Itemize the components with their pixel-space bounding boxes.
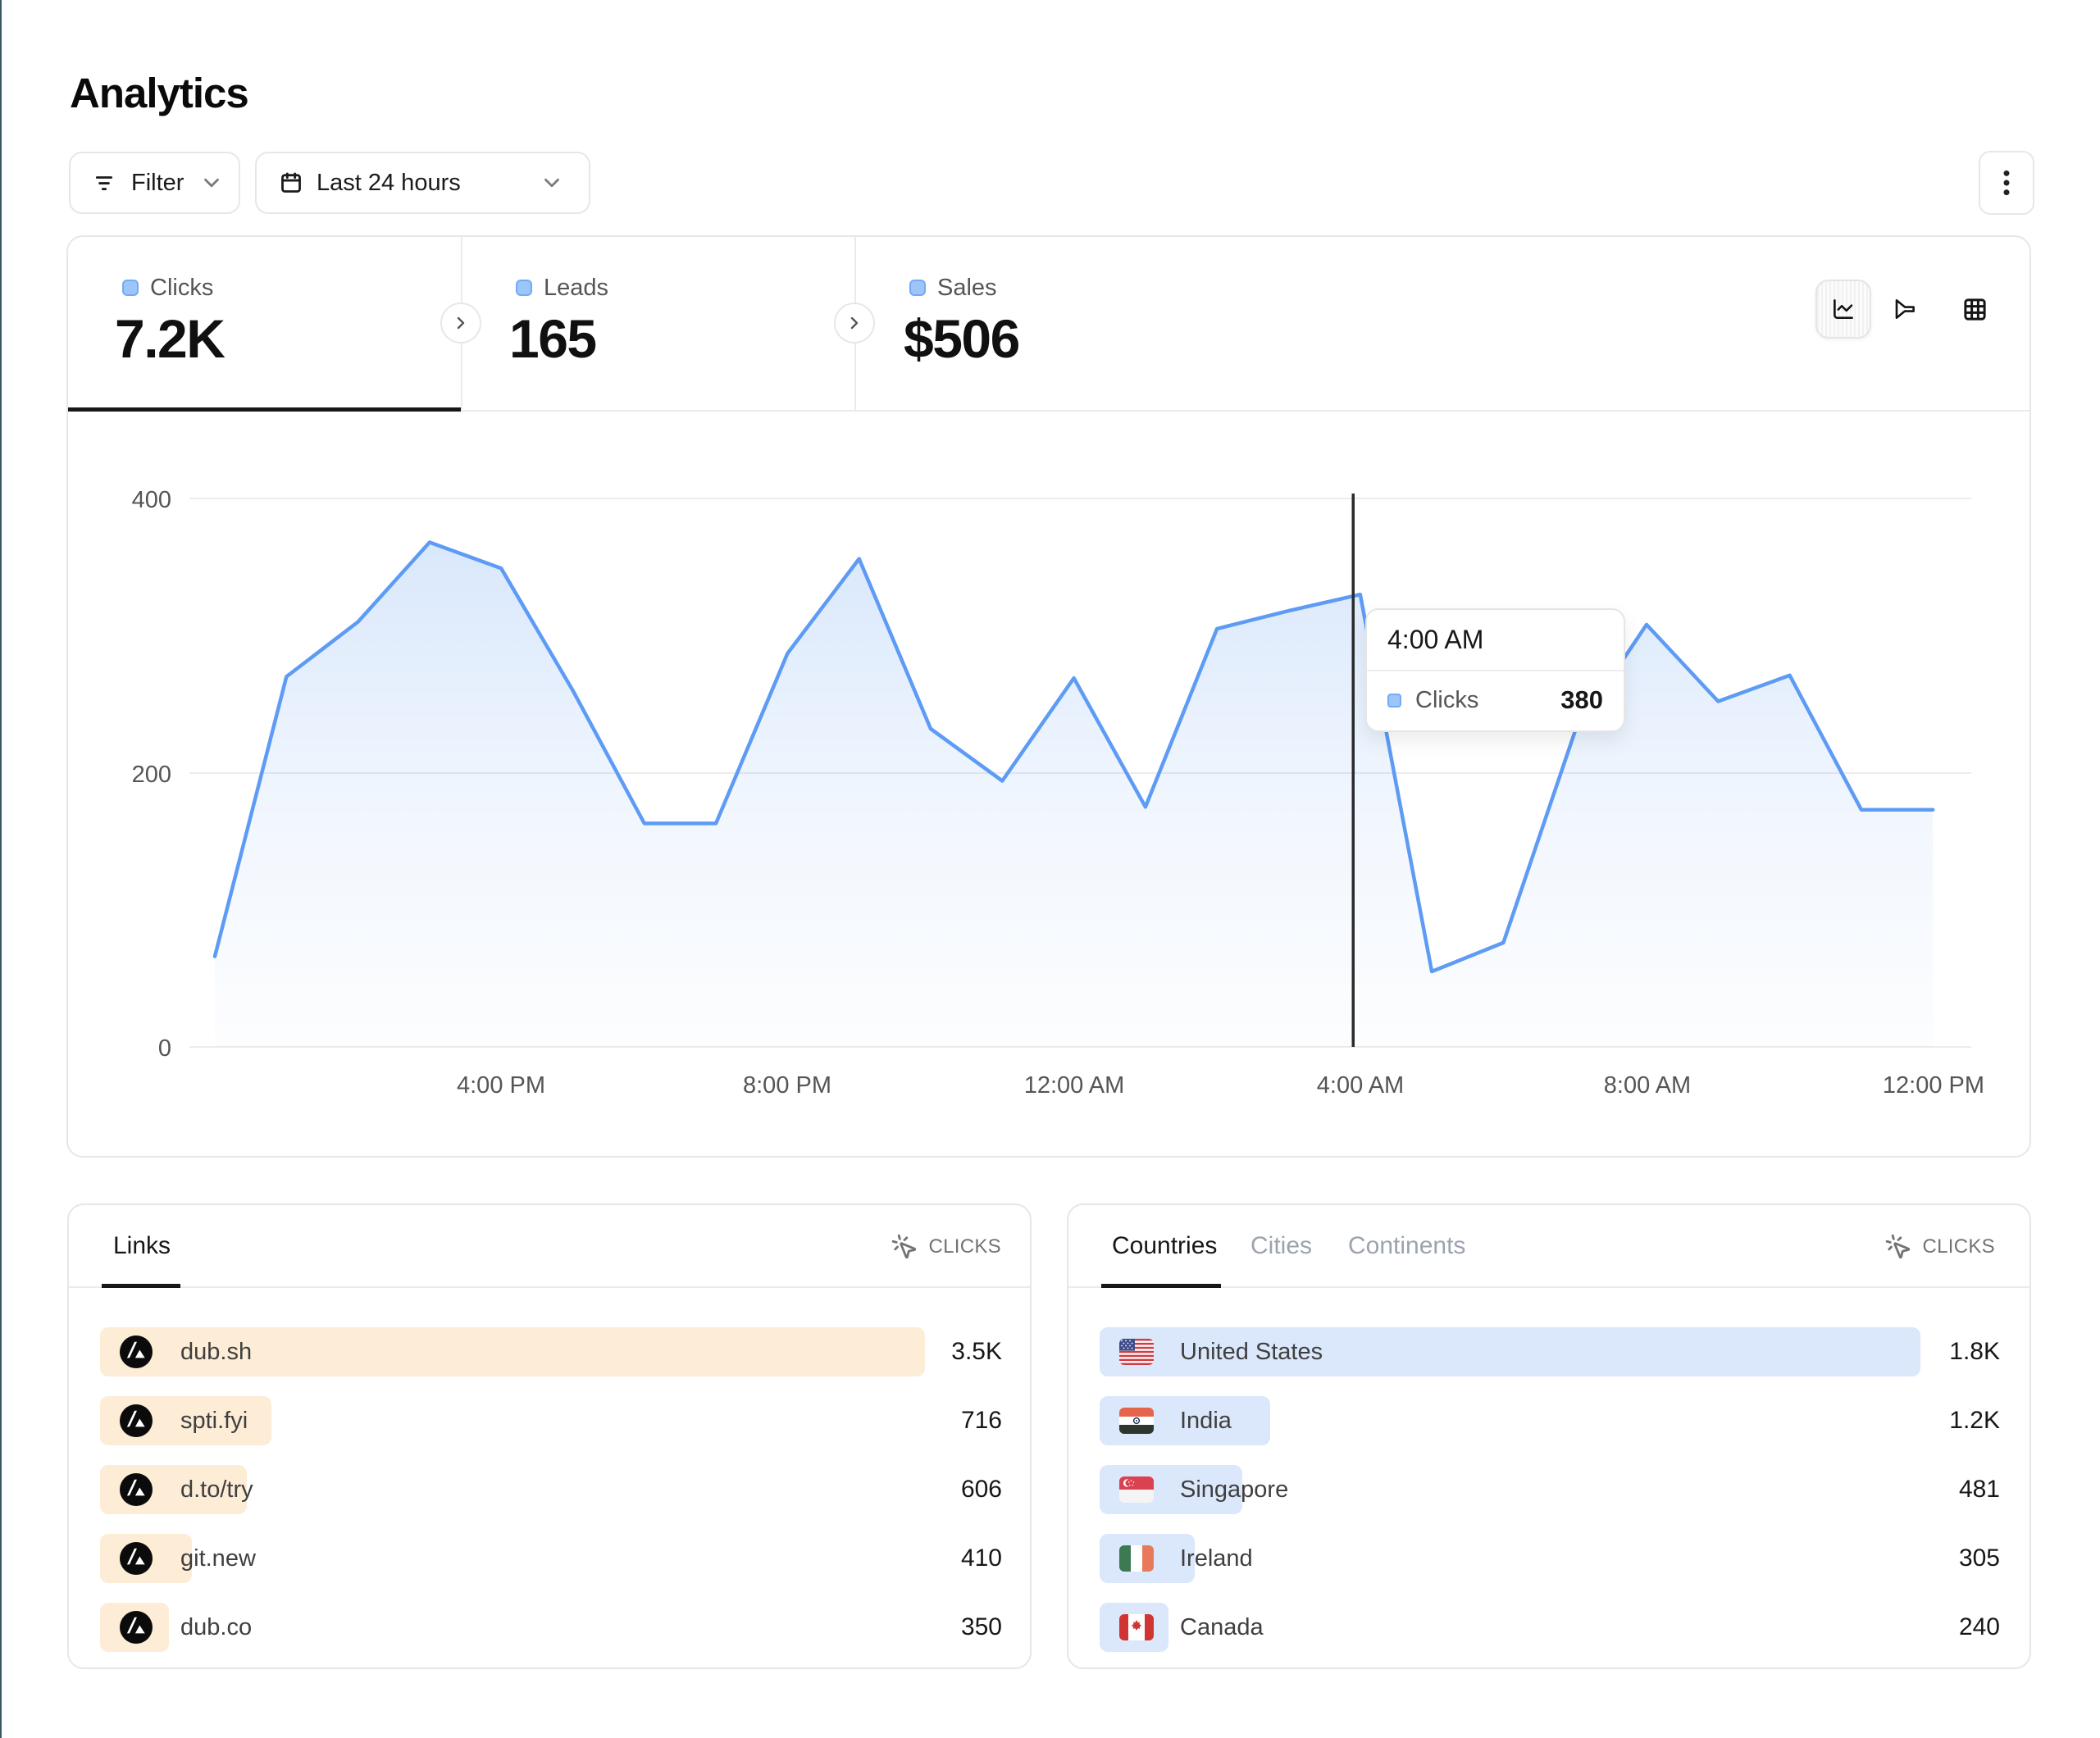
svg-text:400: 400 xyxy=(132,487,171,513)
svg-text:4:00 AM: 4:00 AM xyxy=(1317,1072,1404,1099)
svg-text:4:00 PM: 4:00 PM xyxy=(457,1072,545,1099)
svg-text:12:00 PM: 12:00 PM xyxy=(1883,1072,1984,1099)
svg-text:0: 0 xyxy=(158,1035,171,1062)
svg-text:200: 200 xyxy=(132,762,171,788)
svg-text:12:00 AM: 12:00 AM xyxy=(1024,1072,1125,1099)
svg-text:8:00 AM: 8:00 AM xyxy=(1604,1072,1691,1099)
svg-text:8:00 PM: 8:00 PM xyxy=(743,1072,831,1099)
